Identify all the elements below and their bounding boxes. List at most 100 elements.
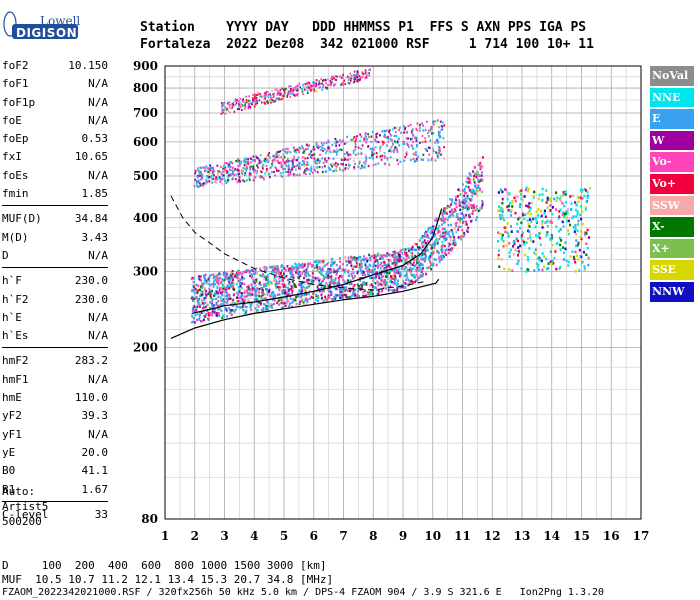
echo-dot xyxy=(454,209,457,213)
echo-dot xyxy=(251,103,253,106)
echo-dot xyxy=(586,195,589,198)
echo-dot xyxy=(375,274,378,277)
echo-dot xyxy=(562,258,566,261)
echo-dot xyxy=(192,289,195,292)
echo-dot xyxy=(257,305,260,308)
echo-dot xyxy=(236,108,239,111)
echo-dot xyxy=(413,274,416,277)
echo-dot xyxy=(317,294,320,298)
echo-dot xyxy=(375,135,378,139)
echo-dot xyxy=(431,244,434,247)
echo-dot xyxy=(208,180,211,183)
echo-dot xyxy=(228,163,230,167)
echo-dot xyxy=(204,287,207,290)
echo-dot xyxy=(308,144,311,147)
echo-dot xyxy=(303,288,306,291)
x-tick-label: 8 xyxy=(369,529,377,543)
echo-dot xyxy=(394,277,397,280)
echo-dot xyxy=(506,197,509,201)
echo-dot xyxy=(397,252,400,255)
echo-dot xyxy=(323,259,326,262)
echo-dot xyxy=(566,208,570,211)
echo-dot xyxy=(369,68,371,71)
echo-dot xyxy=(474,185,477,188)
echo-dot xyxy=(227,109,229,112)
echo-dot xyxy=(282,305,285,309)
echo-dot xyxy=(282,272,285,275)
echo-dot xyxy=(296,265,299,268)
echo-dot xyxy=(203,314,206,318)
echo-dot xyxy=(398,260,401,263)
echo-dot xyxy=(283,89,286,92)
echo-dot xyxy=(307,144,310,148)
param-value: 33 xyxy=(94,507,108,521)
echo-dot xyxy=(567,232,570,236)
echo-dot xyxy=(394,275,397,278)
echo-dot xyxy=(525,270,528,273)
echo-dot xyxy=(281,290,283,293)
echo-dot xyxy=(193,185,196,188)
echo-dot xyxy=(311,281,314,284)
echo-dot xyxy=(234,274,236,278)
echo-dot xyxy=(250,276,253,279)
echo-dot xyxy=(287,166,290,169)
echo-dot xyxy=(437,130,440,134)
echo-dot xyxy=(432,250,435,254)
echo-dot xyxy=(527,187,530,191)
echo-dot xyxy=(267,278,269,282)
echo-dot xyxy=(221,177,224,181)
echo-dot xyxy=(247,162,249,165)
echo-dot xyxy=(213,294,216,298)
echo-dot xyxy=(501,233,504,237)
echo-dot xyxy=(435,237,438,241)
echo-dot xyxy=(250,304,253,307)
echo-dot xyxy=(390,134,393,137)
profile-dashed-line xyxy=(170,195,427,291)
echo-dot xyxy=(217,273,220,277)
echo-dot xyxy=(358,285,361,288)
echo-dot xyxy=(381,264,384,268)
echo-dot xyxy=(236,181,238,184)
echo-dot xyxy=(357,73,360,76)
echo-dot xyxy=(416,245,419,249)
echo-dot xyxy=(347,256,350,259)
echo-dot xyxy=(298,266,301,270)
echo-dot xyxy=(393,253,396,256)
echo-dot xyxy=(291,92,294,95)
echo-dot xyxy=(520,189,523,192)
echo-dot xyxy=(332,170,334,173)
echo-dot xyxy=(403,265,406,268)
echo-dot xyxy=(362,73,365,76)
echo-dot xyxy=(281,94,284,97)
echo-dot xyxy=(214,178,217,181)
echo-dot xyxy=(271,89,273,92)
echo-dot xyxy=(264,95,266,98)
echo-dot xyxy=(237,100,240,103)
echo-dot xyxy=(244,160,247,163)
echo-dot xyxy=(499,209,502,212)
echo-dot xyxy=(231,285,234,288)
echo-dot xyxy=(336,294,339,297)
echo-dot xyxy=(524,253,527,257)
echo-dot xyxy=(575,254,578,257)
y-tick-label: 900 xyxy=(133,59,158,73)
echo-dot xyxy=(341,262,344,266)
echo-dot xyxy=(364,70,367,73)
echo-dot xyxy=(311,153,313,157)
echo-dot xyxy=(301,262,304,266)
echo-dot xyxy=(307,292,310,296)
echo-dot xyxy=(251,290,254,294)
echo-dot xyxy=(262,274,265,277)
echo-dot xyxy=(238,104,241,107)
param-key: M(D) xyxy=(2,230,29,244)
echo-dot xyxy=(400,267,403,271)
echo-dot xyxy=(198,304,200,308)
echo-dot xyxy=(215,301,218,304)
echo-dot xyxy=(303,264,306,268)
echo-dot xyxy=(245,95,247,98)
echo-dot xyxy=(465,185,467,188)
echo-dot xyxy=(439,131,442,134)
echo-dot xyxy=(314,260,317,264)
echo-dot xyxy=(329,283,331,286)
echo-dot xyxy=(320,280,323,283)
